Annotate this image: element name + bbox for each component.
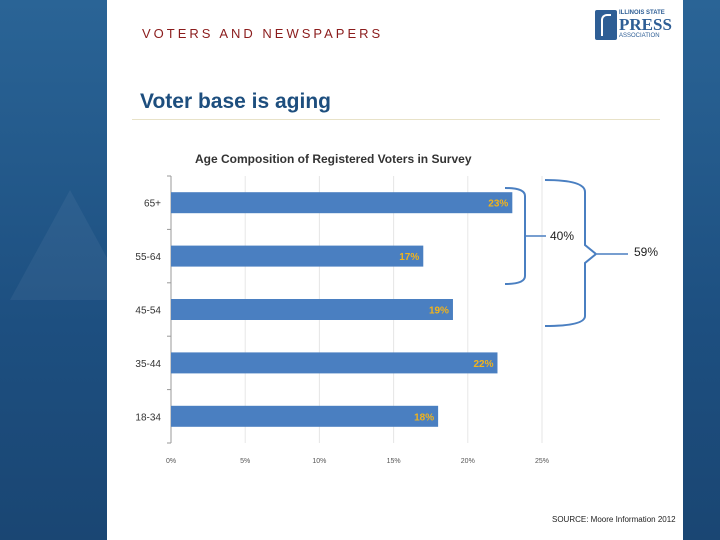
chart-x-tick-labels: 0% 5% 10% 15% 20% 25% [166, 458, 549, 465]
bar-value-label: 18% [414, 412, 434, 423]
x-tick-label: 25% [535, 458, 549, 465]
bar-value-label: 23% [488, 199, 508, 210]
source-note: SOURCE: Moore Information 2012 [552, 515, 676, 524]
chart-axes [167, 175, 172, 444]
bracket-large-label: 59% [634, 245, 658, 259]
slide: VOTERS AND NEWSPAPERS ILLINOIS STATE PRE… [107, 0, 683, 540]
x-tick-label: 20% [461, 458, 475, 465]
bracket-annotations: 40% 59% [504, 179, 658, 327]
bar-value-label: 19% [429, 306, 449, 317]
chart-category-labels: 65+ 55-64 45-54 35-44 18-34 [135, 199, 161, 424]
right-background-panel [683, 0, 720, 540]
x-tick-label: 15% [387, 458, 401, 465]
chart-title: Age Composition of Registered Voters in … [195, 152, 472, 166]
logo-mark-icon [595, 10, 617, 40]
category-label: 45-54 [135, 306, 161, 317]
title-divider [132, 119, 660, 120]
press-association-logo: ILLINOIS STATE PRESS ASSOCIATION [595, 10, 675, 40]
logo-line-1: ILLINOIS STATE [619, 10, 665, 16]
bar-value-label: 17% [399, 252, 419, 263]
bar [171, 352, 498, 374]
section-kicker: VOTERS AND NEWSPAPERS [142, 26, 384, 41]
bracket-small-label: 40% [550, 229, 574, 243]
category-label: 55-64 [135, 252, 161, 263]
bar [171, 192, 513, 214]
bar [171, 299, 453, 320]
bracket-large [544, 179, 598, 327]
bar [171, 245, 424, 267]
chart-bars: 23% 17% 19% 22% 18% [171, 192, 513, 427]
bar-value-label: 22% [473, 359, 493, 370]
x-tick-label: 10% [312, 458, 326, 465]
category-label: 18-34 [135, 412, 161, 423]
x-tick-label: 5% [240, 458, 250, 465]
logo-line-2: PRESS [619, 15, 672, 34]
bar [171, 405, 439, 427]
logo-line-3: ASSOCIATION [619, 33, 660, 39]
category-label: 65+ [144, 199, 161, 210]
category-label: 35-44 [135, 359, 161, 370]
slide-title: Voter base is aging [140, 90, 331, 113]
x-tick-label: 0% [166, 458, 176, 465]
